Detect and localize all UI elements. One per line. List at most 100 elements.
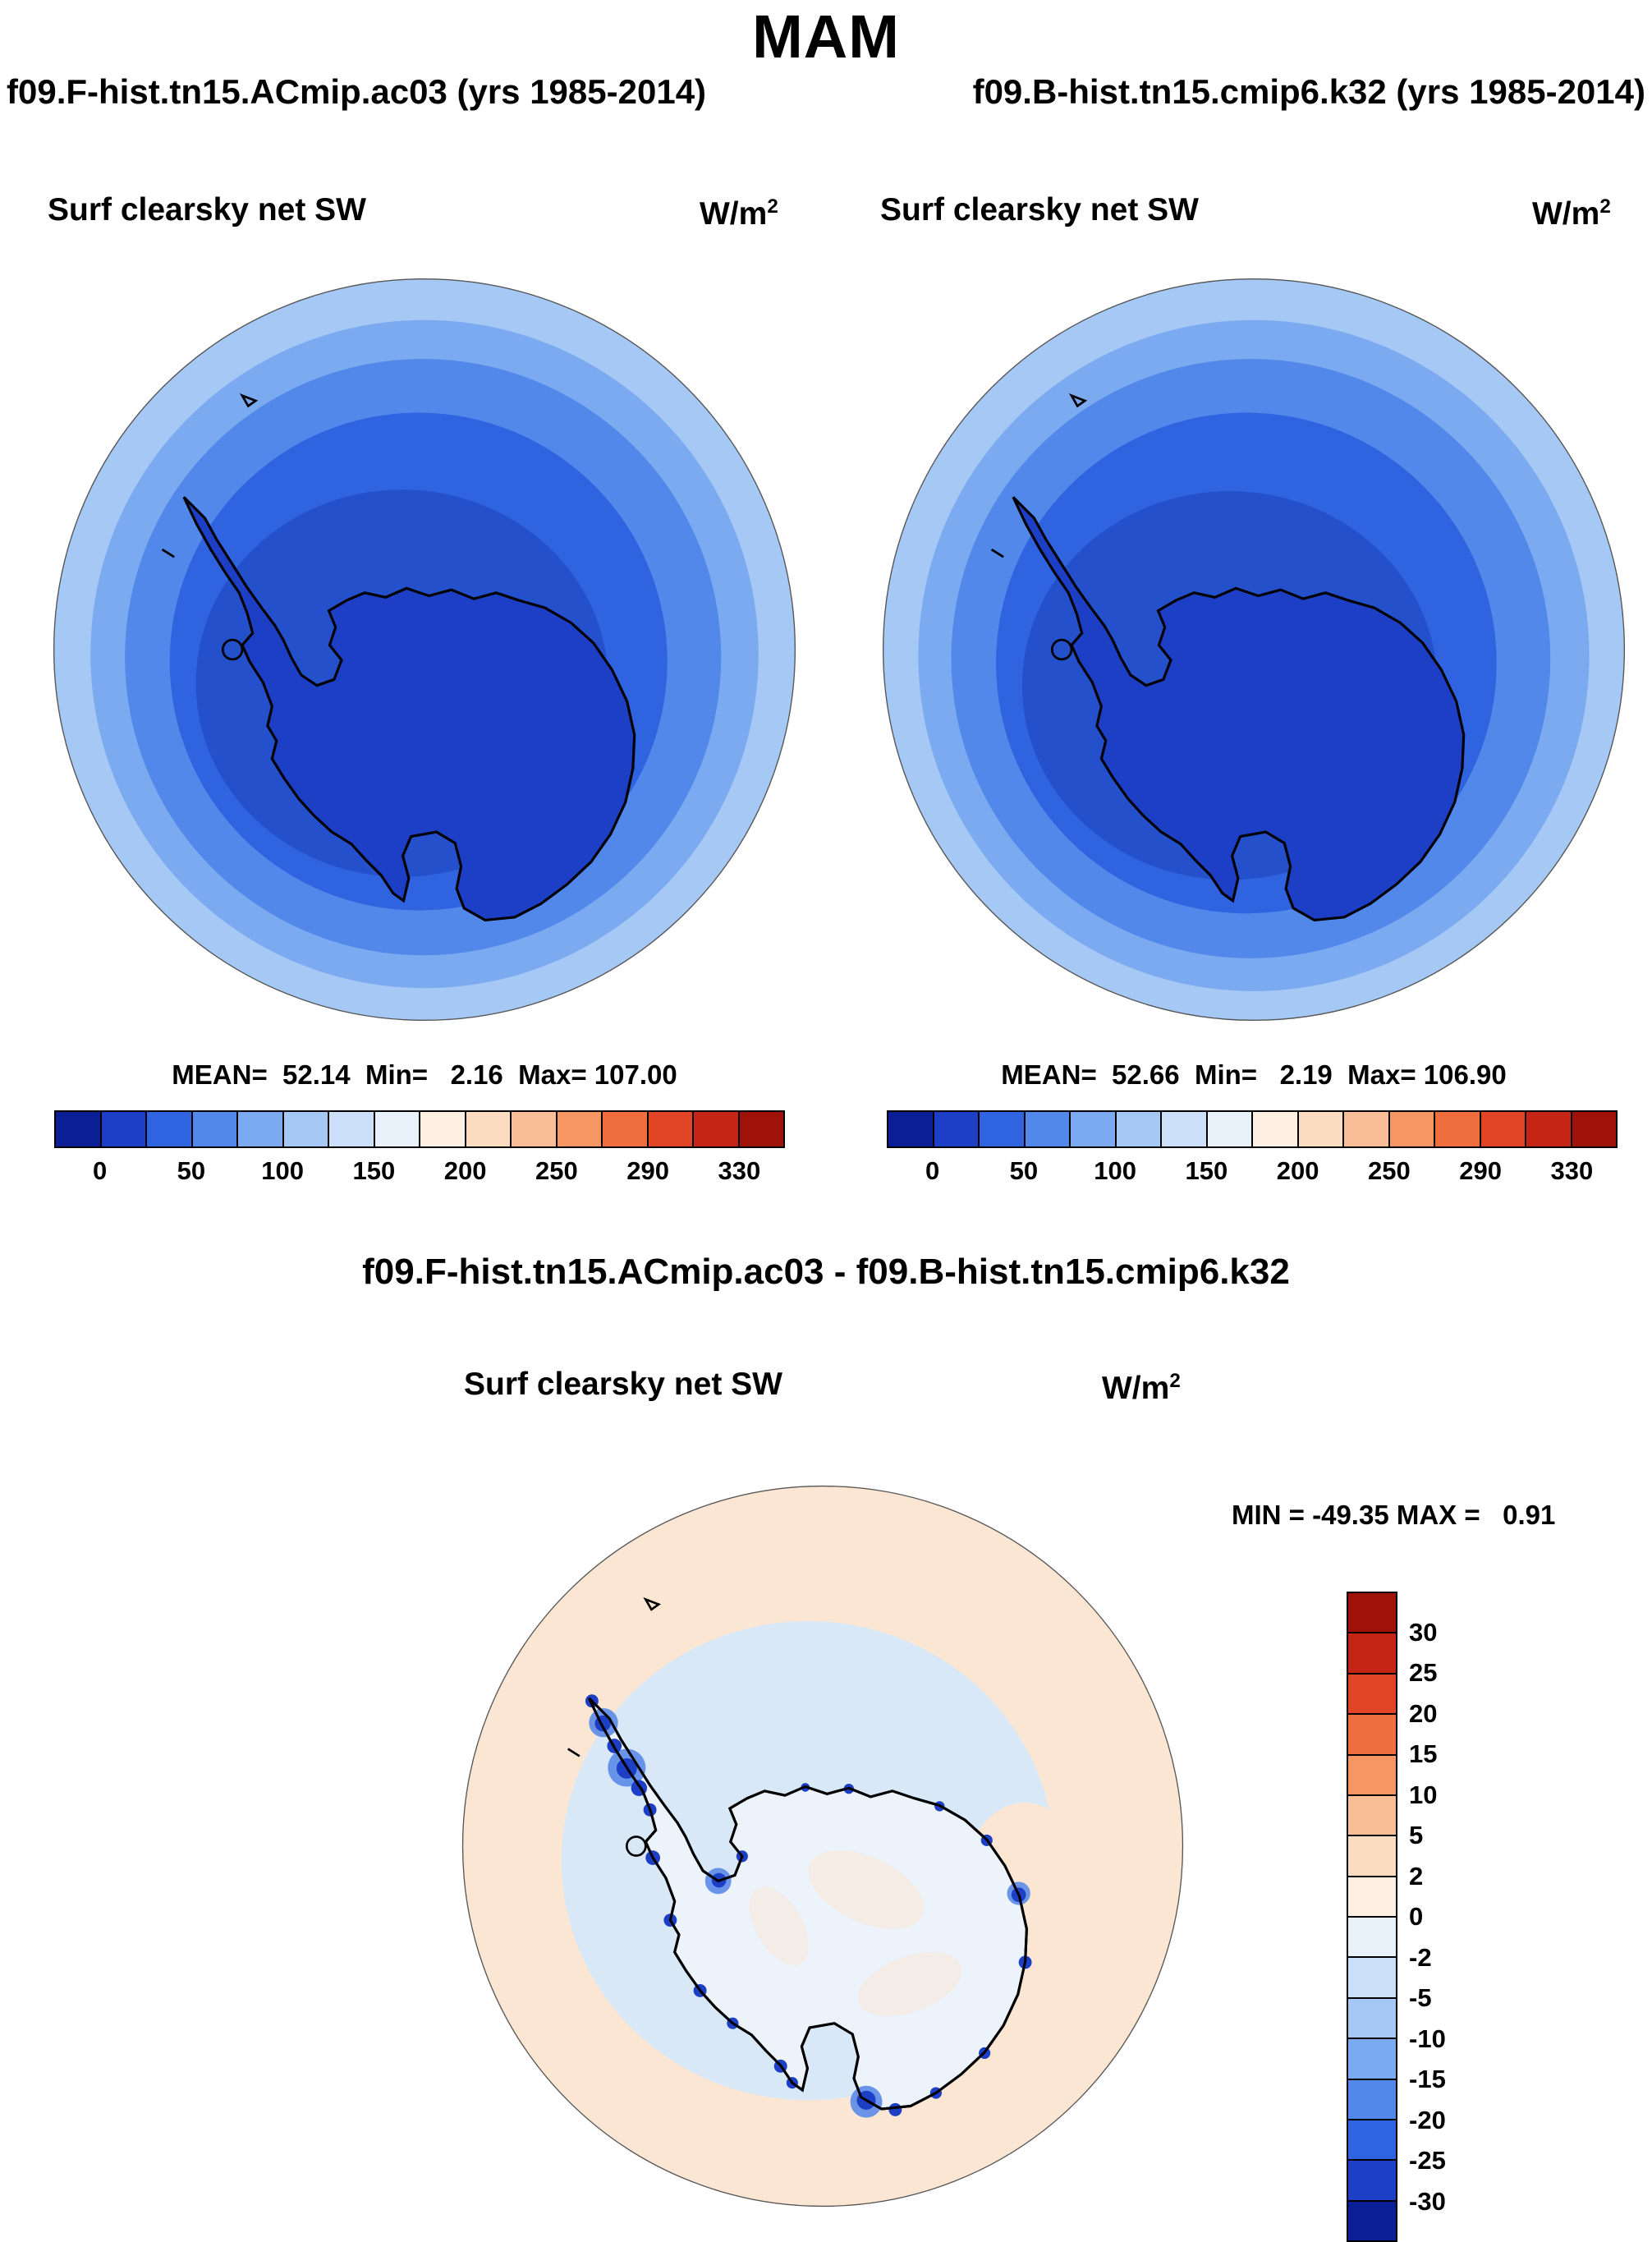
colorbar-cell	[1205, 1110, 1253, 1148]
units-label-right: W/m2	[1532, 195, 1611, 232]
colorbar-tick-label: 0	[93, 1156, 108, 1185]
colorbar-cell	[1570, 1110, 1618, 1148]
colorbar-tick-label: -5	[1409, 1983, 1432, 2012]
colorbar-tick-label: 330	[718, 1156, 761, 1185]
colorbar-cell	[978, 1110, 1026, 1148]
colorbar-cell	[737, 1110, 785, 1148]
colorbar-cell	[1069, 1110, 1117, 1148]
diff-interior-patch	[808, 1849, 925, 1930]
colorbar-tick-label: 15	[1409, 1739, 1438, 1768]
colorbar-cell	[236, 1110, 284, 1148]
map-left-svg	[53, 278, 796, 1022]
colorbar-cell	[1347, 2078, 1397, 2120]
colorbar-cell	[464, 1110, 512, 1148]
colorbar-tick-label: 250	[535, 1156, 578, 1185]
colorbar-cell	[1479, 1110, 1526, 1148]
colorbar-tick-label: 0	[1409, 1902, 1424, 1931]
field-label-left: Surf clearsky net SW	[48, 192, 366, 227]
diff-interior-patch	[749, 1886, 810, 1966]
colorbar-tick-label: -30	[1409, 2186, 1446, 2216]
colorbar-left: 0 50 100 150 200 250 290 330	[54, 1110, 785, 1188]
colorbar-cell	[1347, 1916, 1397, 1959]
colorbar-cell	[1347, 2159, 1397, 2202]
stats-left: MEAN= 52.14 Min= 2.16 Max= 107.00	[172, 1059, 677, 1090]
colorbar-tick-label: 100	[261, 1156, 304, 1185]
colorbar-diff: 30 25 20 15 10 5 2 0 -2 -5 -10 -15 -20 -25 -30	[1347, 1592, 1446, 2242]
colorbar-cell	[1434, 1110, 1481, 1148]
units-exponent: 2	[767, 195, 778, 218]
colorbar-cell	[282, 1110, 329, 1148]
colorbar-cell	[1296, 1110, 1344, 1148]
units-exponent: 2	[1599, 195, 1611, 218]
run-label-left: f09.F-hist.tn15.ACmip.ac03 (yrs 1985-201…	[7, 72, 707, 111]
colorbar-cell	[1347, 1592, 1397, 1634]
map-right-svg	[882, 278, 1626, 1022]
colorbar-cell	[932, 1110, 980, 1148]
colorbar-cell	[1023, 1110, 1071, 1148]
colorbar-cell	[1160, 1110, 1208, 1148]
colorbar-cell	[601, 1110, 649, 1148]
colorbar-cell	[1347, 1956, 1397, 1999]
colorbar-cell	[1342, 1110, 1390, 1148]
units-base: W/m	[1532, 196, 1600, 232]
colorbar-tick-label: 150	[1185, 1156, 1228, 1185]
colorbar-cell	[1347, 1996, 1397, 2040]
colorbar-right: 0 50 100 150 200 250 290 330	[887, 1110, 1618, 1188]
colorbar-cell	[887, 1110, 934, 1148]
colorbar-tick-label: 200	[1276, 1156, 1319, 1185]
colorbar-tick-label: 50	[177, 1156, 206, 1185]
map-diff-svg	[461, 1485, 1184, 2208]
colorbar-cell	[555, 1110, 603, 1148]
colorbar-tick-label: -2	[1409, 1942, 1432, 1972]
colorbar-cell	[646, 1110, 694, 1148]
units-base: W/m	[1102, 1371, 1170, 1406]
run-label-right: f09.B-hist.tn15.cmip6.k32 (yrs 1985-2014…	[972, 72, 1645, 111]
colorbar-tick-label: 0	[925, 1156, 940, 1185]
colorbar-cell	[99, 1110, 147, 1148]
colorbar-cell	[1347, 1672, 1397, 1716]
units-exponent: 2	[1169, 1370, 1181, 1392]
colorbar-tick-label: 10	[1409, 1780, 1438, 1809]
run-labels: f09.F-hist.tn15.ACmip.ac03 (yrs 1985-201…	[7, 72, 1645, 112]
colorbar-cell	[1347, 1835, 1397, 1877]
colorbar-tick-label: 50	[1009, 1156, 1039, 1185]
colorbar-tick-label: 25	[1409, 1658, 1438, 1687]
colorbar-cell	[145, 1110, 193, 1148]
colorbar-tick-label: 100	[1094, 1156, 1136, 1185]
figure-title: MAM	[752, 2, 900, 71]
colorbar-tick-label: 20	[1409, 1698, 1438, 1728]
colorbar-tick-label: -20	[1409, 2105, 1446, 2134]
field-label-right: Surf clearsky net SW	[880, 192, 1199, 227]
colorbar-tick-label: 330	[1550, 1156, 1594, 1185]
colorbar-ticks: 0 50 100 150 200 250 290 330	[887, 1156, 1618, 1188]
colorbar-tick-label: -10	[1409, 2024, 1446, 2053]
colorbar-cell	[1347, 1794, 1397, 1837]
colorbar-cell	[510, 1110, 558, 1148]
units-label-diff: W/m2	[1102, 1370, 1181, 1407]
colorbar-tick-label: 2	[1409, 1861, 1424, 1891]
colorbar-cell	[1347, 1753, 1397, 1796]
colorbar-cells	[1347, 1592, 1397, 2242]
colorbar-cell	[692, 1110, 740, 1148]
colorbar-cell	[1347, 2199, 1397, 2242]
colorbar-cell	[1347, 1632, 1397, 1675]
colorbar-tick-label: 290	[626, 1156, 669, 1185]
colorbar-cell	[1114, 1110, 1162, 1148]
colorbar-tick-label: -15	[1409, 2065, 1446, 2093]
colorbar-tick-label: 290	[1459, 1156, 1502, 1185]
colorbar-cell	[1347, 2038, 1397, 2080]
colorbar-tick-label: -25	[1409, 2146, 1446, 2175]
colorbar-cell	[1388, 1110, 1435, 1148]
colorbar-cell	[54, 1110, 102, 1148]
colorbar-cell	[419, 1110, 466, 1148]
colorbar-cells	[887, 1110, 1618, 1148]
colorbar-tick-label: 30	[1409, 1617, 1438, 1647]
units-base: W/m	[700, 196, 768, 232]
map-left	[51, 276, 798, 1027]
map-right	[880, 276, 1627, 1027]
diff-title: f09.F-hist.tn15.ACmip.ac03 - f09.B-hist.…	[362, 1252, 1290, 1292]
colorbar-cells	[54, 1110, 785, 1148]
colorbar-cell	[1347, 1875, 1397, 1918]
colorbar-cell	[190, 1110, 238, 1148]
